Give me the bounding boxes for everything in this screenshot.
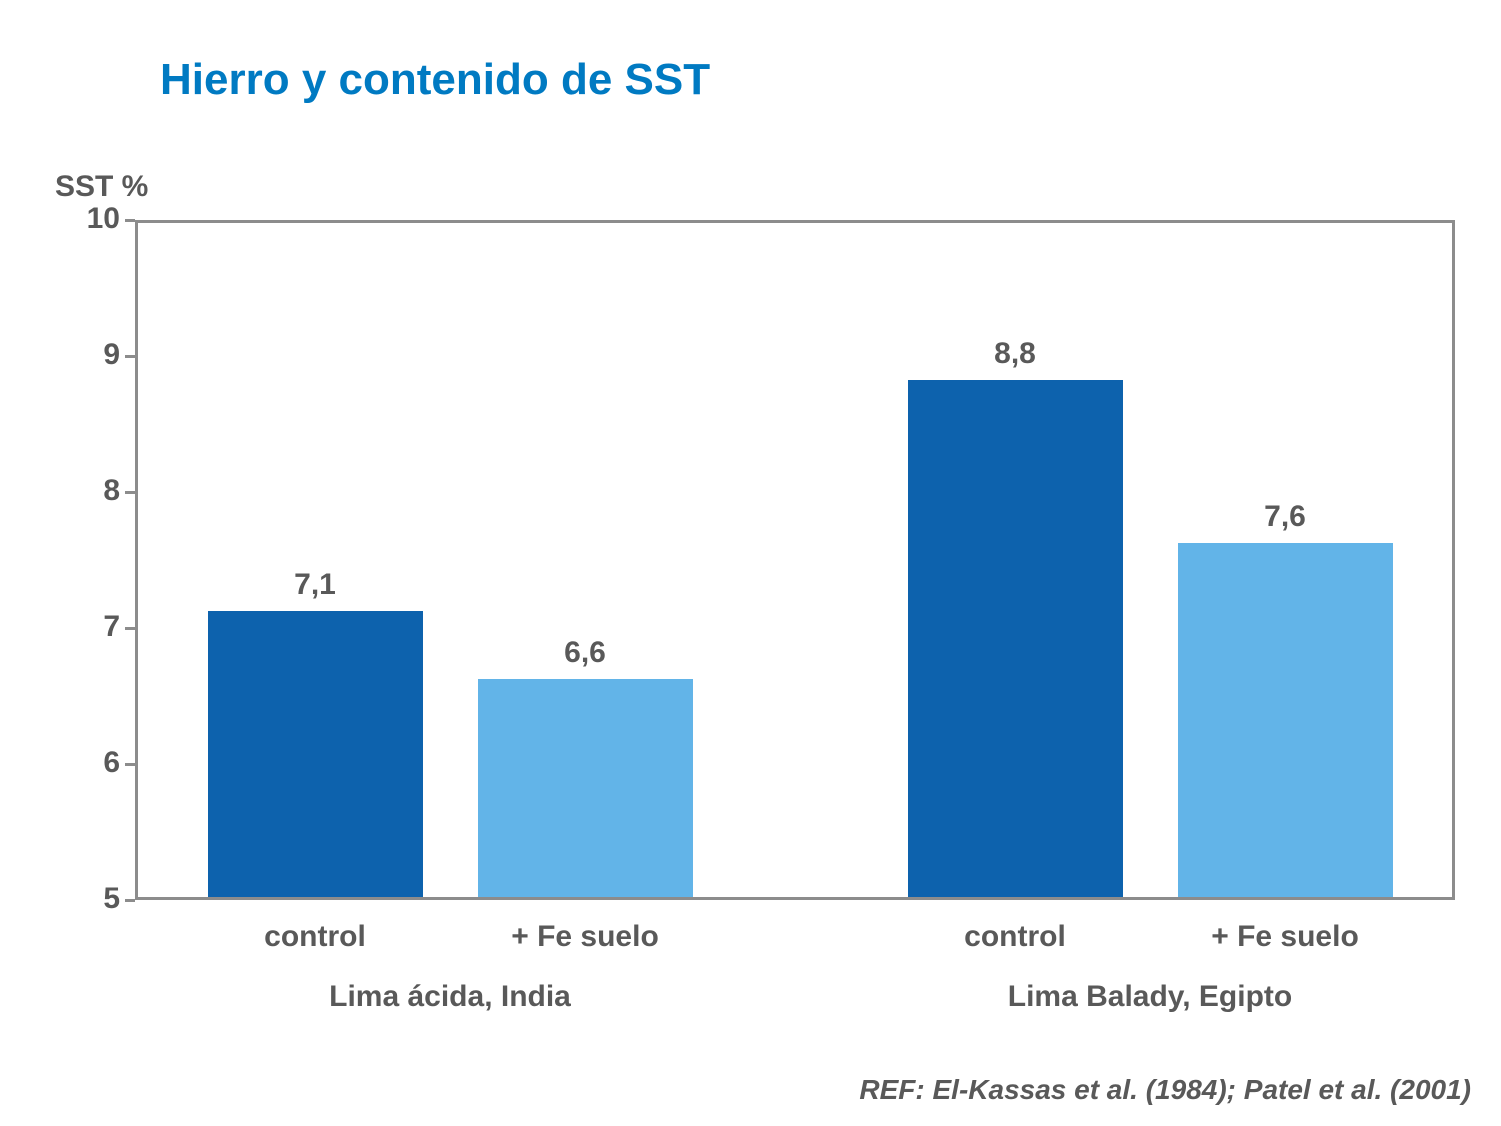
- x-category-label: + Fe suelo: [1211, 920, 1359, 954]
- bar: [208, 611, 423, 897]
- y-tick-mark: [125, 355, 135, 358]
- chart-container: Hierro y contenido de SST SST % 5678910 …: [0, 0, 1501, 1126]
- y-tick-label: 6: [60, 746, 120, 780]
- y-tick-mark: [125, 899, 135, 902]
- x-category-label: control: [964, 920, 1066, 954]
- bar-value-label: 7,6: [1264, 500, 1306, 534]
- y-tick-mark: [125, 627, 135, 630]
- bar-value-label: 7,1: [294, 568, 336, 602]
- bar-value-label: 6,6: [564, 636, 606, 670]
- bar: [908, 380, 1123, 897]
- y-tick-mark: [125, 219, 135, 222]
- y-tick-label: 5: [60, 882, 120, 916]
- y-tick-mark: [125, 763, 135, 766]
- bar: [1178, 543, 1393, 897]
- x-group-label: Lima Balady, Egipto: [1008, 980, 1293, 1014]
- y-tick-label: 10: [60, 202, 120, 236]
- bar-value-label: 8,8: [994, 337, 1036, 371]
- y-tick-mark: [125, 491, 135, 494]
- y-axis-label: SST %: [55, 170, 148, 204]
- x-category-label: control: [264, 920, 366, 954]
- bar: [478, 679, 693, 897]
- y-tick-label: 7: [60, 610, 120, 644]
- x-category-label: + Fe suelo: [511, 920, 659, 954]
- y-tick-label: 8: [60, 474, 120, 508]
- plot-area-wrapper: 5678910 7,16,68,87,6 control+ Fe sueloLi…: [135, 220, 1455, 900]
- y-tick-label: 9: [60, 338, 120, 372]
- chart-title: Hierro y contenido de SST: [160, 55, 710, 105]
- x-group-label: Lima ácida, India: [329, 980, 571, 1014]
- reference-citation: REF: El-Kassas et al. (1984); Patel et a…: [859, 1074, 1471, 1106]
